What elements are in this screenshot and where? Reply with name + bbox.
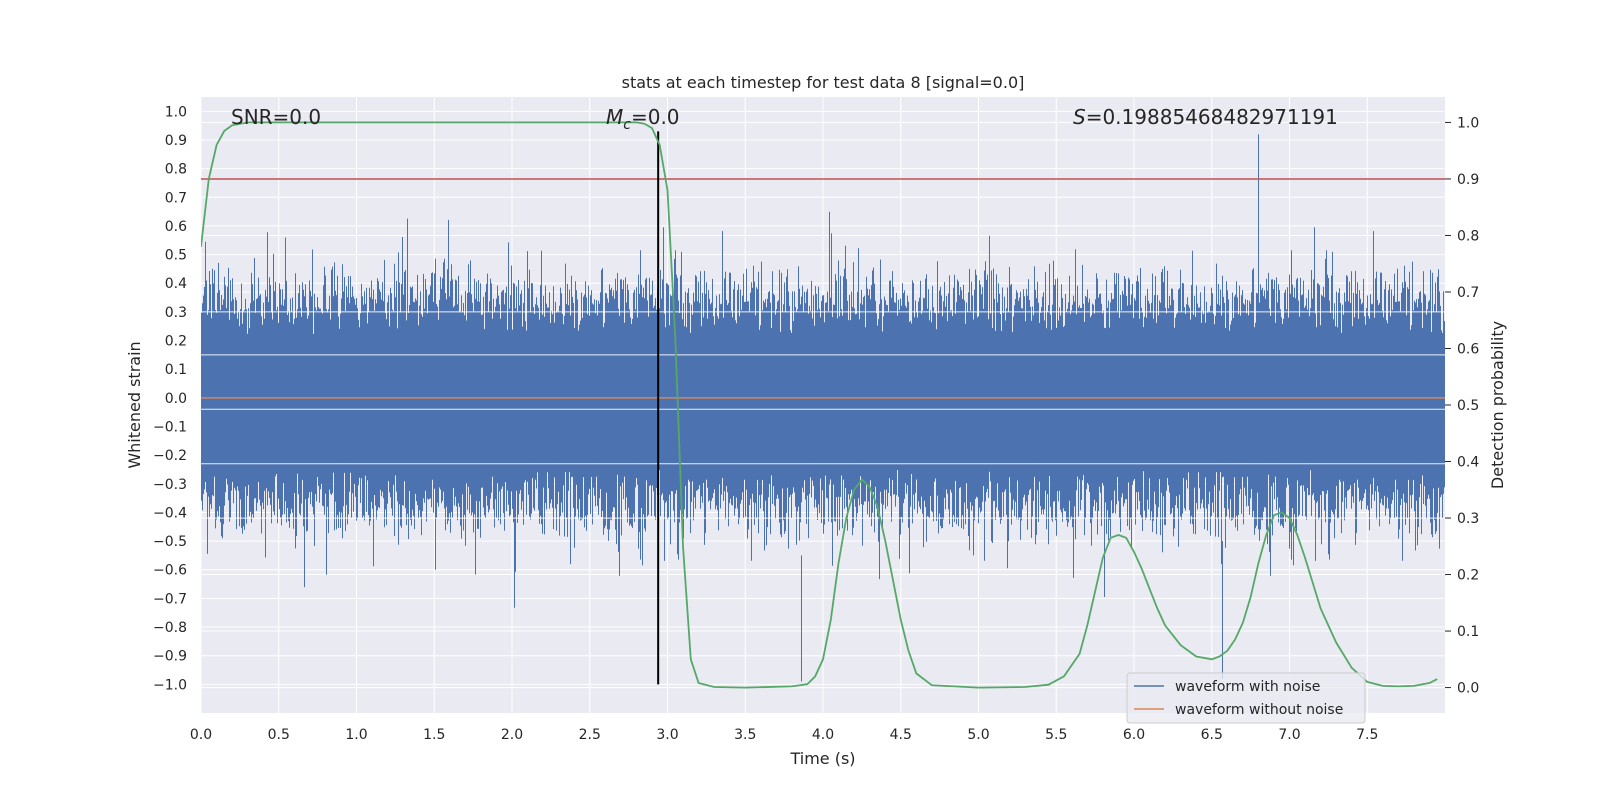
y-tick-label: 0.5 <box>165 248 187 264</box>
mc-subscript: c <box>623 117 631 133</box>
x-tick-label: 4.0 <box>812 727 834 743</box>
legend-label-noise: waveform with noise <box>1175 679 1320 695</box>
y-tick-label: −0.5 <box>153 534 187 550</box>
y-axis-label: Whitened strain <box>125 341 144 468</box>
y-tick-label: 0.6 <box>165 219 187 235</box>
y-tick-label: 0.4 <box>165 276 187 292</box>
y2-tick-labels: 1.0 0.9 0.8 0.7 0.6 0.5 0.4 0.3 0.2 0.1 0.0 <box>1445 115 1479 697</box>
y-tick-label: 0.0 <box>165 391 187 407</box>
y2-tick-label: 0.7 <box>1457 285 1479 301</box>
y-tick-label: −0.7 <box>153 591 187 607</box>
legend-label-no-noise: waveform without noise <box>1175 702 1343 718</box>
x-tick-label: 7.5 <box>1356 727 1378 743</box>
x-tick-label: 4.5 <box>890 727 912 743</box>
x-tick-label: 1.5 <box>423 727 445 743</box>
x-axis-label: Time (s) <box>789 749 855 768</box>
x-tick-label: 2.5 <box>579 727 601 743</box>
y-tick-label: −0.2 <box>153 448 187 464</box>
y2-tick-label: 0.2 <box>1457 568 1479 584</box>
y2-tick-label: 0.3 <box>1457 511 1479 527</box>
x-tick-label: 2.0 <box>501 727 523 743</box>
x-tick-label: 5.0 <box>967 727 989 743</box>
y-tick-label: 0.3 <box>165 305 187 321</box>
y-tick-label: −0.4 <box>153 505 187 521</box>
y-tick-label: −0.8 <box>153 620 187 636</box>
y-tick-label: 0.1 <box>165 362 187 378</box>
y-tick-label: −0.6 <box>153 563 187 579</box>
y-tick-label: −1.0 <box>153 677 187 693</box>
y-tick-label: 0.8 <box>165 162 187 178</box>
x-tick-label: 0.5 <box>268 727 290 743</box>
x-tick-label: 0.0 <box>190 727 212 743</box>
s-annotation: S=0.19885468482971191 <box>1073 105 1338 129</box>
legend-box <box>1126 672 1366 724</box>
x-tick-label: 1.0 <box>345 727 367 743</box>
legend: waveform with noise waveform without noi… <box>1126 672 1366 724</box>
mc-value: =0.0 <box>631 105 680 129</box>
y2-tick-label: 0.1 <box>1457 624 1479 640</box>
y-tick-label: −0.3 <box>153 477 187 493</box>
mc-symbol: M <box>606 105 623 129</box>
y-tick-label: 0.7 <box>165 190 187 206</box>
y-tick-labels: 1.0 0.9 0.8 0.7 0.6 0.5 0.4 0.3 0.2 0.1 0.0 −0.1 −0.… <box>153 104 187 693</box>
y2-tick-label: 0.4 <box>1457 455 1479 471</box>
y-tick-label: −0.9 <box>153 649 187 665</box>
detection-probability-line <box>201 121 1438 689</box>
y2-tick-label: 0.9 <box>1457 172 1479 188</box>
mc-annotation: Mc=0.0 <box>606 105 680 133</box>
y-tick-label: −0.1 <box>153 419 187 435</box>
y-tick-label: 0.2 <box>165 334 187 350</box>
x-tick-label: 5.5 <box>1045 727 1067 743</box>
x-tick-label: 3.0 <box>656 727 678 743</box>
x-tick-label: 7.0 <box>1278 727 1300 743</box>
y2-tick-label: 1.0 <box>1457 115 1479 131</box>
y2-tick-label: 0.6 <box>1457 341 1479 357</box>
x-tick-label: 6.0 <box>1123 727 1145 743</box>
x-tick-label: 3.5 <box>734 727 756 743</box>
y-tick-label: 0.9 <box>165 133 187 149</box>
x-tick-label: 6.5 <box>1201 727 1223 743</box>
chart-title: stats at each timestep for test data 8 [… <box>622 73 1025 92</box>
y2-tick-label: 0.5 <box>1457 398 1479 414</box>
snr-annotation: SNR=0.0 <box>231 105 321 129</box>
y2-tick-label: 0.8 <box>1457 228 1479 244</box>
s-symbol: S <box>1073 105 1086 129</box>
y-tick-label: 1.0 <box>165 104 187 120</box>
x-tick-labels: 0.0 0.5 1.0 1.5 2.0 2.5 3.0 3.5 4.0 4.5 5.0 5.5 6.0 6… <box>190 727 1379 743</box>
y2-axis-label: Detection probability <box>1488 321 1507 489</box>
y2-tick-label: 0.0 <box>1457 681 1479 697</box>
s-value: =0.19885468482971191 <box>1086 105 1338 129</box>
